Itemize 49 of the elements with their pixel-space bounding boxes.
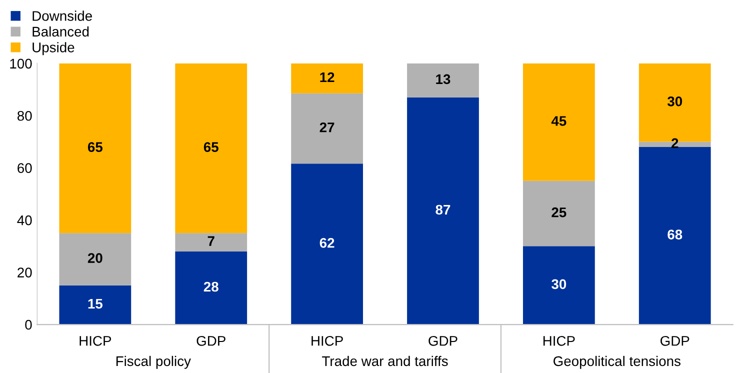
x-tick-label: HICP [543, 336, 575, 346]
y-tick-label: 20 [18, 268, 32, 278]
bar [407, 97, 479, 325]
data-label: 25 [552, 207, 566, 218]
data-label: 62 [320, 238, 334, 248]
bar [407, 63, 479, 98]
y-tick-label: 40 [17, 215, 32, 226]
x-tick-label: GDP [660, 336, 690, 346]
data-label: 65 [204, 142, 218, 152]
data-label: 28 [204, 282, 218, 292]
bar [638, 146, 711, 325]
data-label: 45 [551, 116, 566, 126]
bar [291, 164, 363, 325]
bar [522, 180, 595, 246]
text: Trade war and tariffs [322, 356, 448, 366]
data-label: 30 [552, 279, 566, 290]
bar [175, 63, 248, 234]
bar [291, 93, 363, 164]
data-label: 13 [436, 74, 450, 84]
bar [59, 233, 132, 286]
x-tick-label: HICP [312, 336, 343, 346]
data-label: 87 [436, 204, 450, 215]
y-tick-label: 80 [17, 110, 32, 121]
text: Fiscal policy [116, 356, 191, 369]
data-label: 7 [208, 236, 214, 246]
text: Geopolitical tensions [554, 356, 680, 369]
data-label: 27 [320, 122, 334, 132]
data-label: 65 [88, 142, 103, 152]
data-label: 20 [88, 253, 102, 263]
y-tick-label: 60 [18, 163, 32, 174]
bar [59, 285, 132, 325]
y-tick-label: 100 [10, 58, 32, 69]
bar [291, 63, 363, 94]
bar [175, 233, 248, 252]
data-label: 15 [88, 298, 103, 309]
legend-label: Downside [32, 10, 92, 21]
legend-label: Balanced [32, 26, 89, 37]
bar [522, 63, 595, 181]
legend-label: Upside [32, 42, 74, 56]
data-label: 68 [668, 230, 682, 240]
bar [522, 246, 595, 325]
data-label: 30 [667, 96, 682, 106]
bar [59, 63, 132, 234]
y-tick-label: 0 [25, 320, 32, 330]
x-tick-label: GDP [428, 336, 458, 346]
x-tick-label: HICP [80, 336, 112, 346]
bar [175, 251, 248, 325]
data-label: 12 [320, 72, 334, 82]
x-tick-label: GDP [196, 336, 226, 346]
